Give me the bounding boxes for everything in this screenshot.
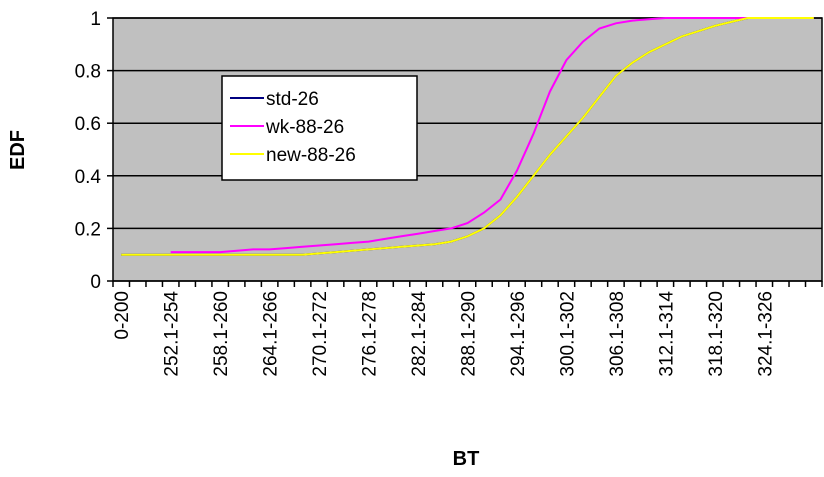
y-tick-label: 1: [90, 9, 101, 30]
y-tick-label: 0.2: [75, 219, 101, 240]
legend-label: new-88-26: [266, 145, 356, 166]
x-tick-label: 264.1-266: [261, 291, 282, 377]
x-tick-label: 0-200: [112, 291, 133, 340]
legend-label: std-26: [266, 89, 319, 110]
x-tick-label: 324.1-326: [755, 291, 776, 377]
x-tick-label: 300.1-302: [557, 291, 578, 377]
y-axis-title: EDF: [7, 130, 29, 170]
x-tick-label: 276.1-278: [360, 291, 381, 377]
x-tick-label: 258.1-260: [211, 291, 232, 377]
legend-box: [221, 75, 418, 181]
x-tick-label: 306.1-308: [607, 291, 628, 377]
series-line: [121, 17, 814, 256]
y-tick-label: 0.4: [75, 167, 102, 188]
plot-area: [113, 18, 822, 281]
x-tick-label: 282.1-284: [409, 291, 430, 377]
y-tick-label: 0.6: [75, 114, 101, 135]
x-tick-label: 288.1-290: [459, 291, 480, 377]
y-tick-label: 0.8: [75, 62, 101, 83]
legend-label: wk-88-26: [265, 117, 344, 138]
x-tick-label: 252.1-254: [162, 291, 183, 377]
x-tick-label: 312.1-314: [656, 291, 677, 377]
series-line: [170, 17, 814, 254]
x-tick-label: 318.1-320: [706, 291, 727, 377]
y-tick-label: 0: [90, 272, 101, 293]
x-axis-title: BT: [453, 448, 480, 470]
plot-border: [112, 17, 823, 282]
x-tick-label: 270.1-272: [310, 291, 331, 377]
x-tick-label: 294.1-296: [508, 291, 529, 377]
